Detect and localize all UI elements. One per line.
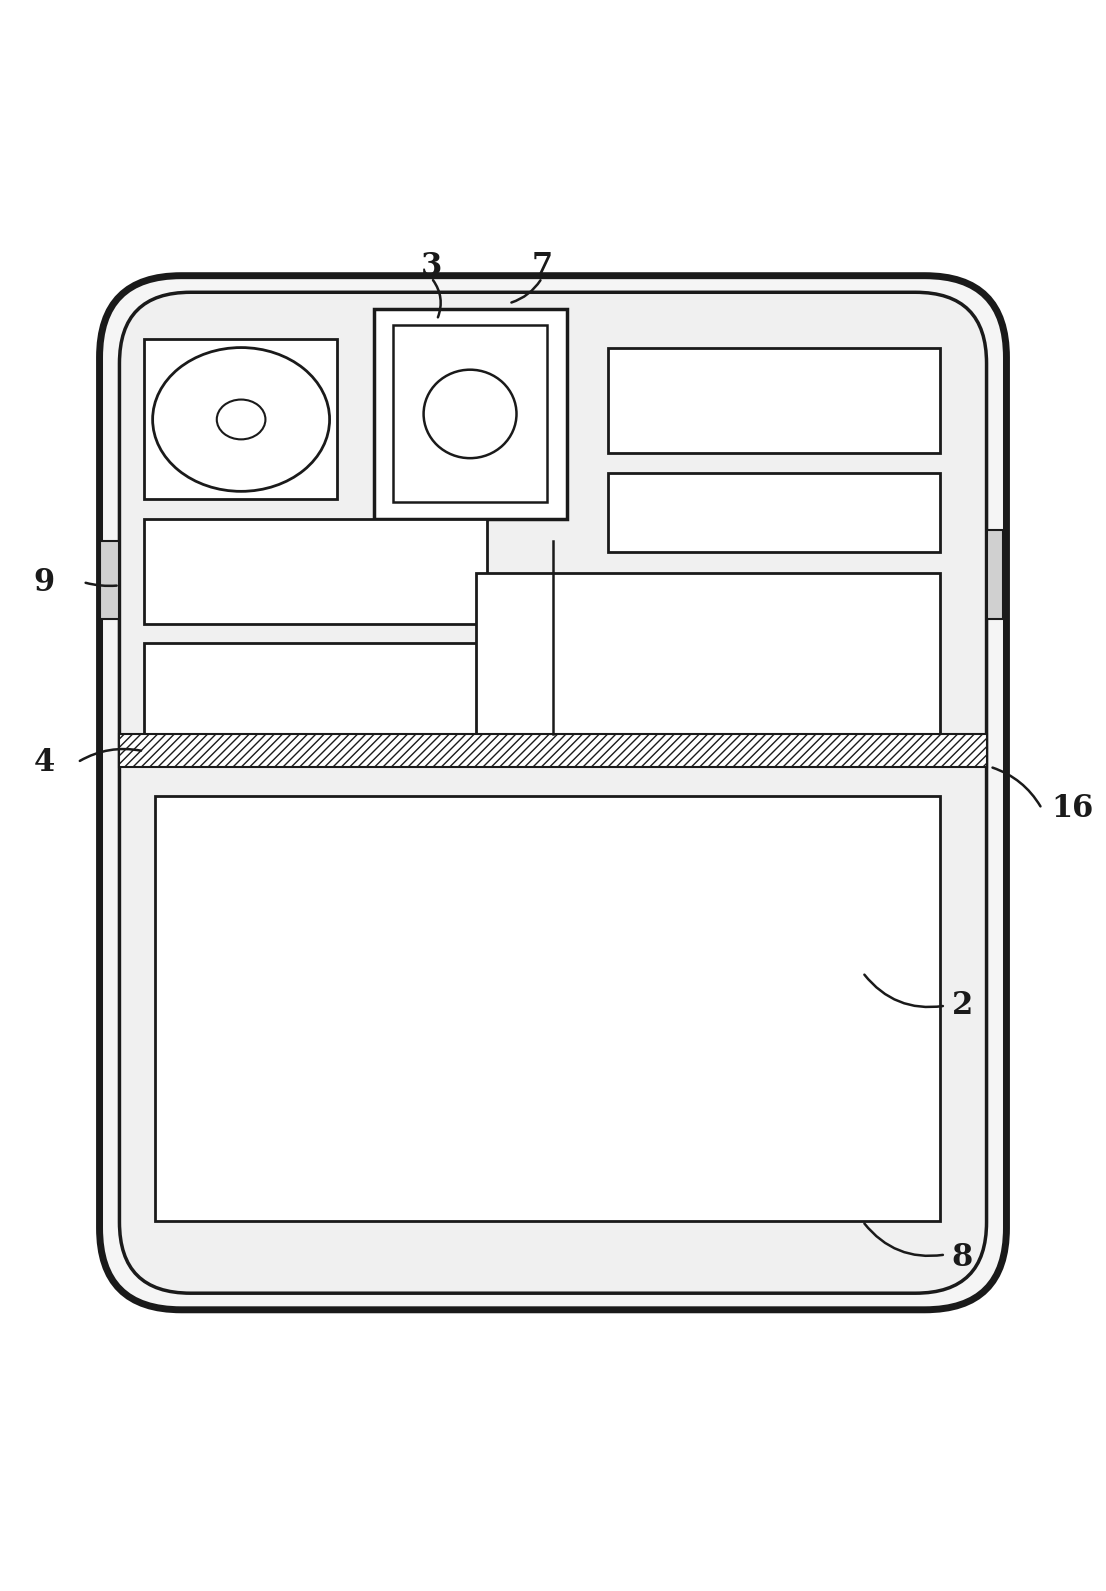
Text: 8: 8	[951, 1243, 973, 1273]
Bar	[608, 347, 940, 453]
Ellipse shape	[424, 369, 517, 458]
Text: 16: 16	[1052, 794, 1094, 824]
Text: 7: 7	[531, 251, 553, 282]
FancyBboxPatch shape	[119, 293, 987, 1293]
Bar	[374, 309, 567, 519]
Bar	[987, 530, 1003, 619]
Text: 2: 2	[951, 990, 973, 1021]
Bar	[144, 339, 337, 500]
Text: 4: 4	[33, 746, 55, 778]
Text: 3: 3	[420, 251, 442, 282]
Bar	[144, 519, 487, 624]
Bar	[119, 733, 987, 767]
Ellipse shape	[217, 399, 265, 439]
Bar	[393, 326, 547, 503]
Bar	[100, 541, 119, 619]
Bar	[144, 643, 487, 733]
Ellipse shape	[153, 347, 330, 492]
FancyBboxPatch shape	[100, 275, 1006, 1309]
Bar	[155, 796, 940, 1222]
Bar	[608, 473, 940, 552]
Bar	[476, 573, 940, 733]
Text: 9: 9	[33, 566, 55, 598]
